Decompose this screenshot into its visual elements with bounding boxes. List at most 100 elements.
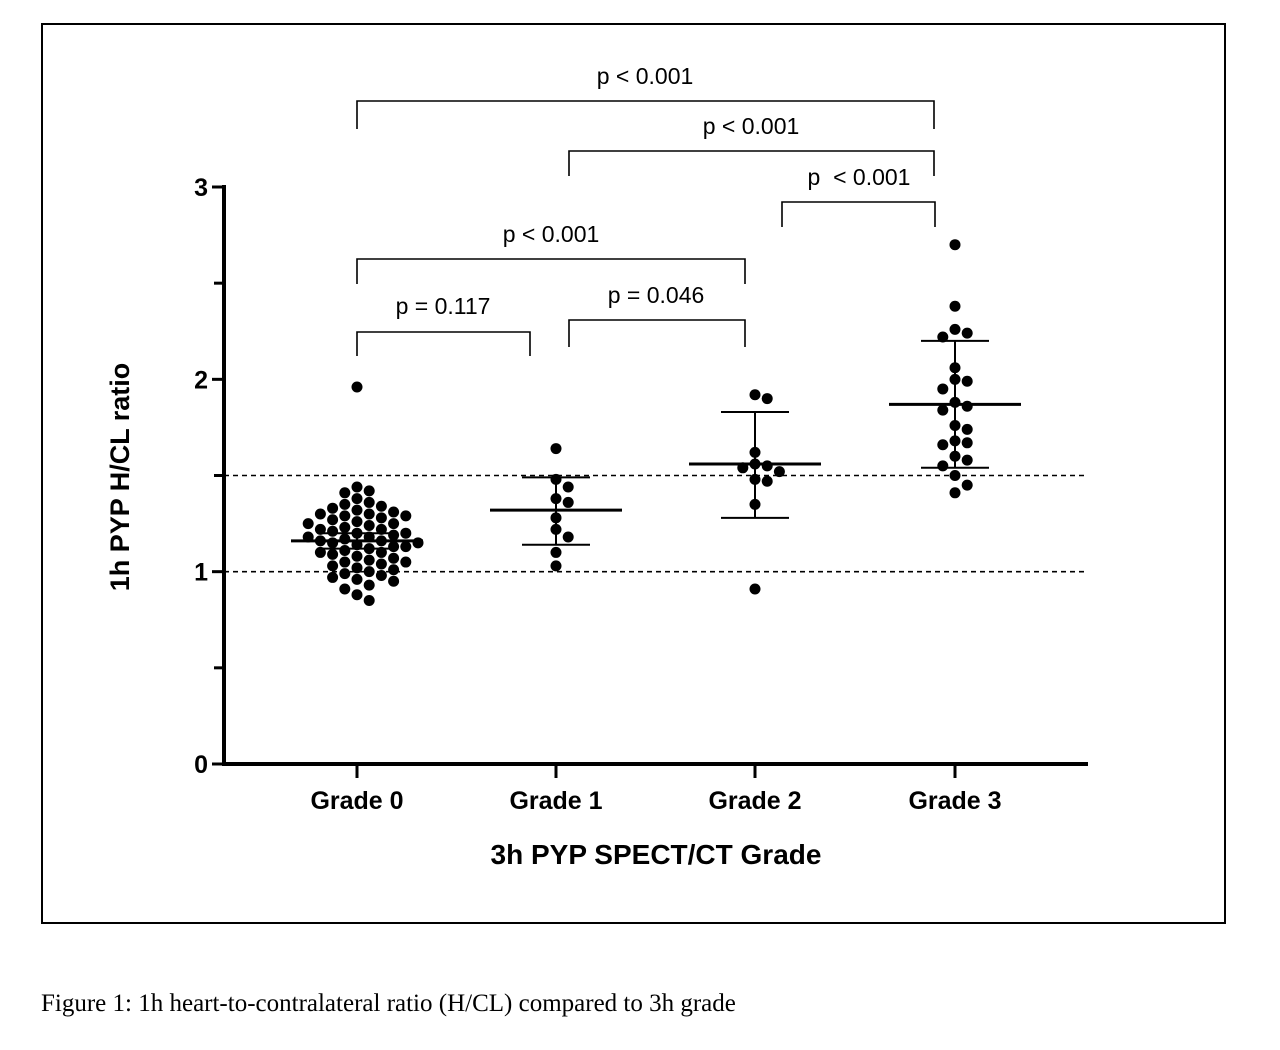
data-point: [327, 514, 339, 526]
y-axis-title: 1h PYP H/CL ratio: [105, 363, 135, 592]
p-value-label: p < 0.001: [808, 164, 911, 190]
data-point: [562, 531, 574, 543]
data-point: [761, 393, 773, 405]
data-point: [550, 443, 562, 455]
chart: 0 1 2 3 Grade 0 Grade 1 Grade 2 Grade 3 3h PYP S…: [105, 63, 1088, 870]
data-point: [327, 537, 339, 549]
data-point: [339, 568, 351, 580]
data-point: [388, 518, 400, 530]
data-point: [949, 300, 961, 312]
data-point: [363, 496, 375, 508]
data-point: [363, 554, 375, 566]
data-point: [562, 496, 574, 508]
data-point: [388, 529, 400, 541]
data-point: [400, 556, 412, 568]
data-point: [351, 589, 363, 601]
data-point: [363, 520, 375, 532]
data-point: [351, 381, 363, 393]
data-point: [773, 466, 785, 478]
data-point: [375, 558, 387, 570]
data-point: [937, 331, 949, 343]
data-point: [327, 502, 339, 514]
x-tick-label: Grade 0: [310, 787, 403, 815]
data-point: [339, 583, 351, 595]
data-point: [749, 389, 761, 401]
data-point: [961, 454, 973, 466]
data-point: [550, 546, 562, 558]
data-point: [388, 575, 400, 587]
figure-frame: [41, 23, 1226, 924]
data-point: [949, 487, 961, 499]
significance-bracket: [568, 319, 746, 347]
p-value-label: p = 0.117: [396, 293, 491, 319]
x-tick-label: Grade 2: [708, 787, 801, 815]
data-point: [949, 470, 961, 481]
data-point: [400, 527, 412, 539]
data-point: [949, 239, 961, 251]
data-point: [351, 504, 363, 516]
significance-bracket: [356, 331, 531, 356]
data-point: [302, 518, 314, 530]
significance-bracket: [568, 150, 935, 176]
significance-bracket: [356, 258, 746, 284]
data-point: [314, 523, 326, 535]
data-point: [961, 400, 973, 412]
data-point: [339, 510, 351, 522]
data-point: [363, 508, 375, 520]
data-point: [375, 500, 387, 512]
data-point: [327, 525, 339, 537]
data-point: [339, 521, 351, 533]
data-point: [363, 595, 375, 607]
p-value-label: p = 0.046: [608, 282, 705, 308]
data-point: [937, 439, 949, 451]
data-point: [961, 375, 973, 387]
data-point: [327, 548, 339, 560]
data-point: [327, 560, 339, 572]
data-point: [314, 546, 326, 558]
data-point: [314, 508, 326, 520]
y-tick-label: 2: [194, 366, 208, 394]
data-point: [388, 541, 400, 553]
significance-bracket: [781, 201, 936, 227]
data-point: [339, 545, 351, 557]
data-point: [339, 533, 351, 545]
data-point: [363, 579, 375, 591]
data-point: [375, 570, 387, 582]
data-point: [388, 506, 400, 518]
data-point: [550, 560, 562, 572]
data-point: [351, 573, 363, 585]
data-point: [375, 523, 387, 535]
y-tick-label: 1: [194, 559, 208, 587]
data-point: [562, 481, 574, 493]
data-point: [363, 566, 375, 578]
data-point: [761, 475, 773, 487]
data-point: [388, 564, 400, 576]
data-point: [761, 460, 773, 472]
x-axis-title: 3h PYP SPECT/CT Grade: [491, 839, 822, 870]
data-point: [351, 562, 363, 574]
data-point: [375, 546, 387, 558]
data-point: [400, 541, 412, 553]
y-tick-label: 0: [194, 751, 208, 779]
data-point: [351, 481, 363, 493]
data-point: [937, 460, 949, 472]
significance-bracket: [356, 100, 935, 129]
p-value-label: p < 0.001: [703, 113, 800, 139]
data-point: [937, 383, 949, 395]
data-point: [949, 323, 961, 335]
data-point: [351, 493, 363, 505]
data-point: [961, 479, 973, 491]
data-point: [339, 556, 351, 568]
data-point: [351, 550, 363, 562]
y-tick-label: 3: [194, 174, 208, 202]
figure-caption: Figure 1: 1h heart-to-contralateral rati…: [41, 990, 736, 1017]
data-point: [339, 487, 351, 499]
data-point: [961, 437, 973, 449]
data-point: [351, 516, 363, 528]
data-point: [961, 423, 973, 435]
data-point: [363, 485, 375, 497]
x-tick-label: Grade 3: [908, 787, 1001, 815]
data-point: [388, 552, 400, 564]
data-point: [749, 583, 761, 595]
p-value-label: p < 0.001: [597, 63, 694, 89]
